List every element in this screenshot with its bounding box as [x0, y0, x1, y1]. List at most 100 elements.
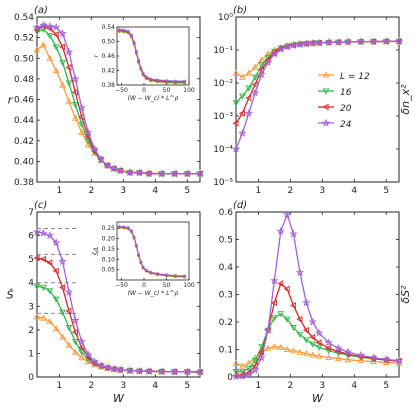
- data-point: [32, 22, 42, 31]
- inset-data-point: [149, 77, 153, 81]
- data-point: [251, 357, 259, 365]
- x-tick-label: 2: [88, 381, 94, 391]
- data-point: [77, 337, 86, 346]
- x-tick-label: 1: [256, 381, 262, 391]
- legend-item: 20: [318, 103, 352, 114]
- data-point: [343, 37, 353, 46]
- data-point: [282, 210, 292, 219]
- x-tick-label: 1: [57, 381, 63, 391]
- data-point: [83, 350, 93, 359]
- inset-series-line: [119, 29, 185, 82]
- data-point: [135, 168, 144, 177]
- data-point: [270, 299, 277, 307]
- inset-series-line: [119, 226, 185, 277]
- data-point: [308, 38, 317, 47]
- data-point: [45, 231, 54, 240]
- inset-data-point: [137, 253, 141, 256]
- data-point: [250, 365, 260, 374]
- data-point: [195, 367, 205, 376]
- x-axis-label: W: [312, 392, 324, 405]
- data-point: [71, 88, 78, 96]
- data-point: [45, 21, 54, 30]
- data-point: [309, 341, 317, 348]
- data-point: [64, 47, 74, 56]
- data-point: [71, 114, 79, 121]
- y-axis-label: δn_x²: [399, 84, 412, 115]
- data-point: [239, 368, 246, 376]
- inset-x-tick-label: 100: [183, 87, 195, 94]
- data-point: [78, 128, 86, 136]
- data-point: [59, 284, 66, 291]
- data-point: [344, 356, 352, 363]
- inset-x-tick-label: −50: [115, 282, 128, 289]
- data-point: [71, 316, 80, 325]
- x-tick-label: 1: [256, 186, 262, 196]
- data-point: [314, 328, 324, 337]
- data-point: [258, 56, 265, 63]
- data-point: [109, 364, 118, 373]
- x-tick-label: 5: [383, 186, 389, 196]
- data-point: [33, 46, 41, 53]
- data-point: [232, 368, 240, 376]
- data-point: [52, 31, 59, 38]
- data-point: [382, 354, 391, 363]
- y-tick-label: 0: [28, 373, 34, 383]
- inset-data-point: [141, 71, 145, 75]
- data-point: [71, 348, 79, 355]
- data-point: [270, 276, 279, 285]
- data-point: [157, 169, 166, 178]
- data-point: [33, 283, 41, 290]
- data-point: [343, 347, 353, 356]
- data-point: [64, 287, 74, 296]
- data-point: [103, 363, 112, 372]
- data-point: [325, 353, 333, 361]
- data-point: [96, 361, 106, 370]
- x-tick-label: 3: [319, 381, 325, 391]
- inset-data-point: [174, 274, 177, 277]
- inset-y-tick-label: 0.10: [102, 256, 116, 263]
- data-point: [290, 302, 297, 309]
- data-point: [290, 347, 297, 354]
- data-point: [296, 315, 303, 323]
- y-tick-label: 4: [28, 279, 34, 289]
- data-point: [125, 168, 134, 177]
- data-point: [334, 343, 343, 352]
- data-point: [239, 362, 246, 369]
- data-point: [369, 37, 378, 46]
- data-point: [334, 37, 343, 46]
- data-point: [65, 80, 73, 87]
- data-point: [270, 343, 278, 350]
- data-point: [33, 254, 40, 262]
- data-point: [115, 166, 125, 175]
- x-tick-label: 2: [287, 186, 293, 196]
- inset-y-tick-label: 0.50: [102, 39, 116, 46]
- data-point: [232, 359, 240, 366]
- y-tick-label: 10⁰: [218, 13, 233, 23]
- inset-data-point: [156, 78, 159, 82]
- panel-0: 0.38 0.40 0.42 0.44 0.46 0.48 0.50 0.52 0.54 1 2 3 4…: [8, 5, 205, 196]
- y-tick-label: 0.1: [219, 346, 233, 356]
- data-point: [257, 70, 266, 79]
- data-point: [231, 144, 241, 153]
- data-point: [52, 267, 59, 275]
- data-point: [264, 50, 272, 57]
- inset-data-point: [183, 79, 186, 83]
- data-point: [232, 69, 240, 76]
- data-point: [295, 268, 305, 277]
- inset-data-point: [126, 226, 130, 229]
- inset-y-tick-label: 0.20: [102, 236, 116, 243]
- data-point: [46, 318, 54, 325]
- inset-data-point: [117, 28, 121, 31]
- inset-x-tick-label: −50: [115, 87, 128, 94]
- data-point: [258, 348, 265, 356]
- data-point: [71, 339, 79, 346]
- inset-data-point: [137, 58, 141, 62]
- data-point: [46, 33, 54, 40]
- y-tick-label: 0.48: [14, 75, 34, 85]
- inset: 0.38 0.42 0.46 0.50 0.54 −50 0 50 100 (W − W_c) *…: [93, 24, 195, 102]
- y-tick-label: 3: [28, 302, 34, 312]
- data-point: [250, 88, 260, 97]
- data-point: [244, 108, 253, 117]
- data-point: [65, 324, 73, 332]
